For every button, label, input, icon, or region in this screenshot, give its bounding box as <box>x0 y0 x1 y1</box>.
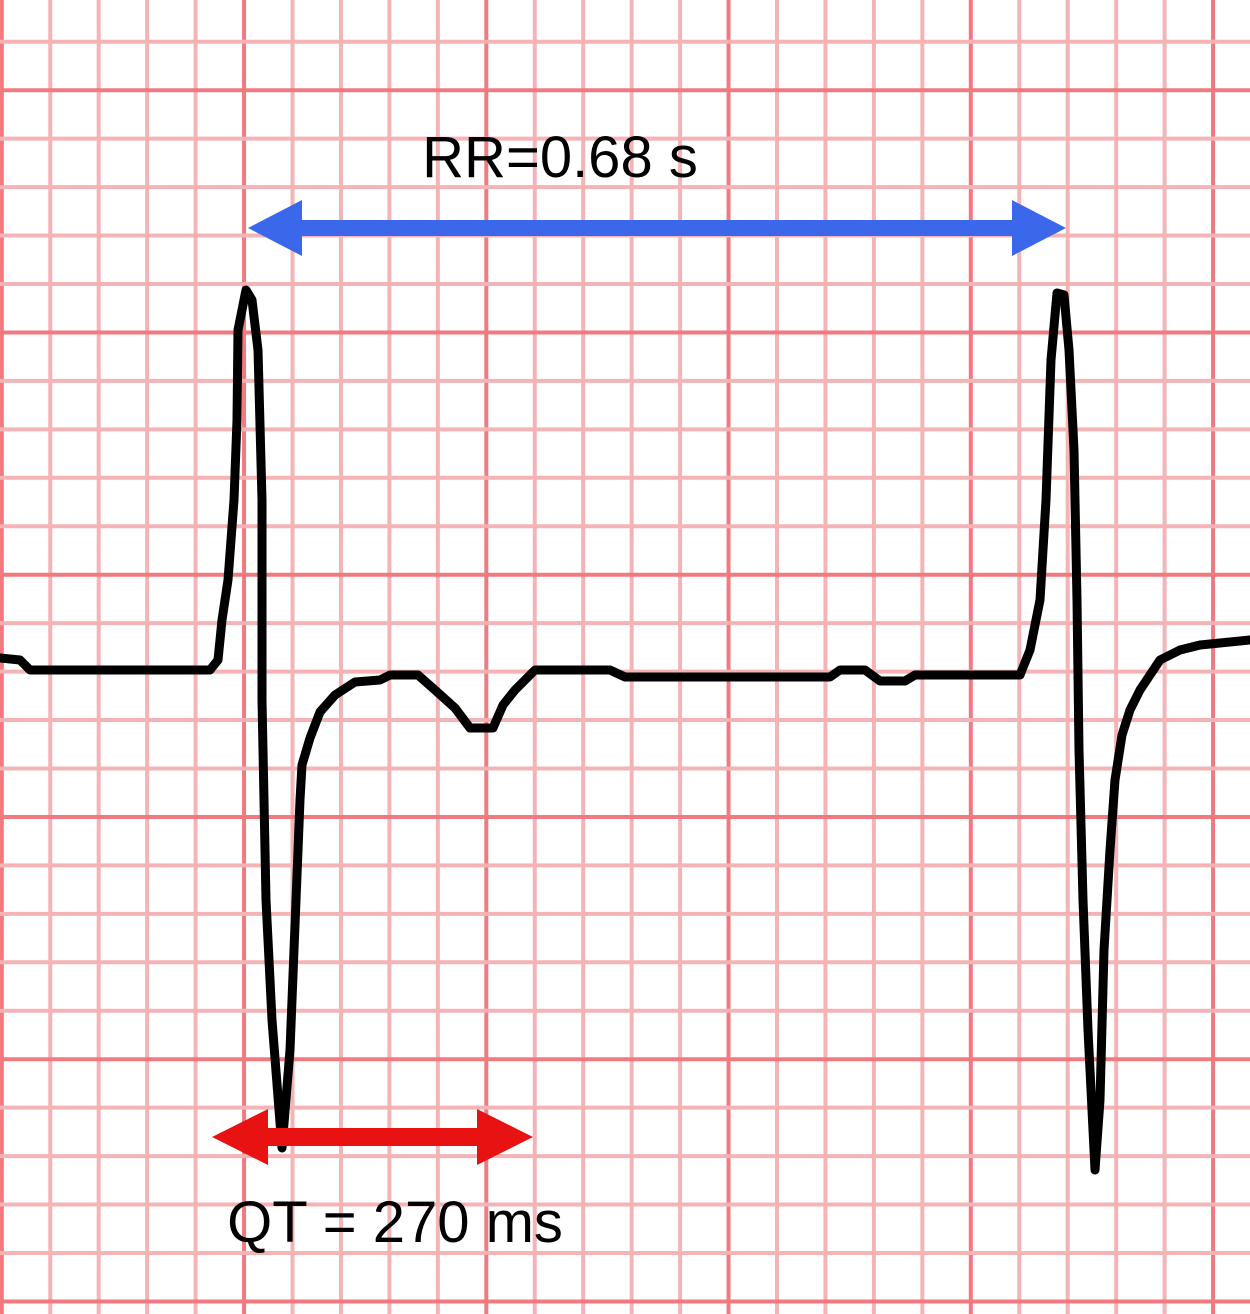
ecg-trace <box>0 285 1250 1175</box>
rr-arrow <box>248 200 1066 256</box>
qt-arrow <box>212 1109 533 1165</box>
rr-interval-label: RR=0.68 s <box>422 125 698 190</box>
qt-interval-label: QT = 270 ms <box>227 1190 563 1255</box>
